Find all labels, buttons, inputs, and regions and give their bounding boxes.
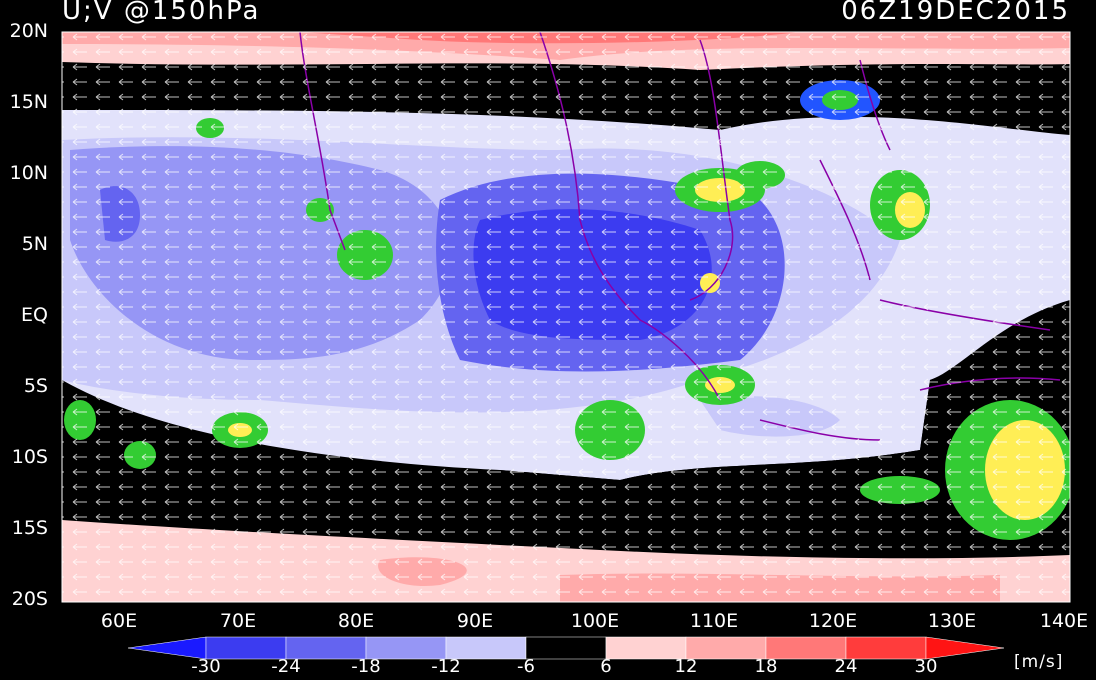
colorbar-tick: -18 — [351, 656, 381, 677]
wind-shading — [62, 32, 1070, 602]
lat-label-10n: 10N — [9, 162, 48, 184]
colorbar — [127, 636, 1005, 660]
lat-label-20n: 20N — [9, 20, 48, 42]
lat-label-15n: 15N — [9, 91, 48, 113]
lon-label-80e: 80E — [337, 610, 375, 632]
colorbar-tick: -24 — [271, 656, 301, 677]
datetime-title: 06Z19DEC2015 — [841, 0, 1070, 26]
colorbar-tick: 24 — [834, 656, 858, 677]
lon-label-60e: 60E — [100, 610, 138, 632]
colorbar-tick: 12 — [674, 656, 698, 677]
lon-label-70e: 70E — [219, 610, 257, 632]
lat-label-10s: 10S — [11, 446, 48, 468]
lon-label-110e: 110E — [689, 610, 739, 632]
colorbar-tick: 6 — [600, 656, 612, 677]
field-title: U;V @150hPa — [62, 0, 261, 26]
colorbar-unit: [m/s] — [1014, 652, 1064, 672]
colorbar-tick: -6 — [517, 656, 535, 677]
lat-label-5n: 5N — [21, 233, 48, 255]
colorbar-tick: 30 — [914, 656, 938, 677]
lon-label-90e: 90E — [456, 610, 494, 632]
lon-label-130e: 130E — [927, 610, 977, 632]
lon-label-140e: 140E — [1039, 610, 1089, 632]
lat-label-5s: 5S — [23, 375, 48, 397]
colorbar-tick: -12 — [431, 656, 461, 677]
colorbar-tick: 18 — [754, 656, 778, 677]
lon-label-100e: 100E — [570, 610, 620, 632]
lon-label-120e: 120E — [808, 610, 858, 632]
colorbar-tick: -30 — [191, 656, 221, 677]
lat-label-eq: EQ — [21, 304, 48, 326]
lat-label-20s: 20S — [11, 588, 48, 610]
lat-label-15s: 15S — [11, 517, 48, 539]
